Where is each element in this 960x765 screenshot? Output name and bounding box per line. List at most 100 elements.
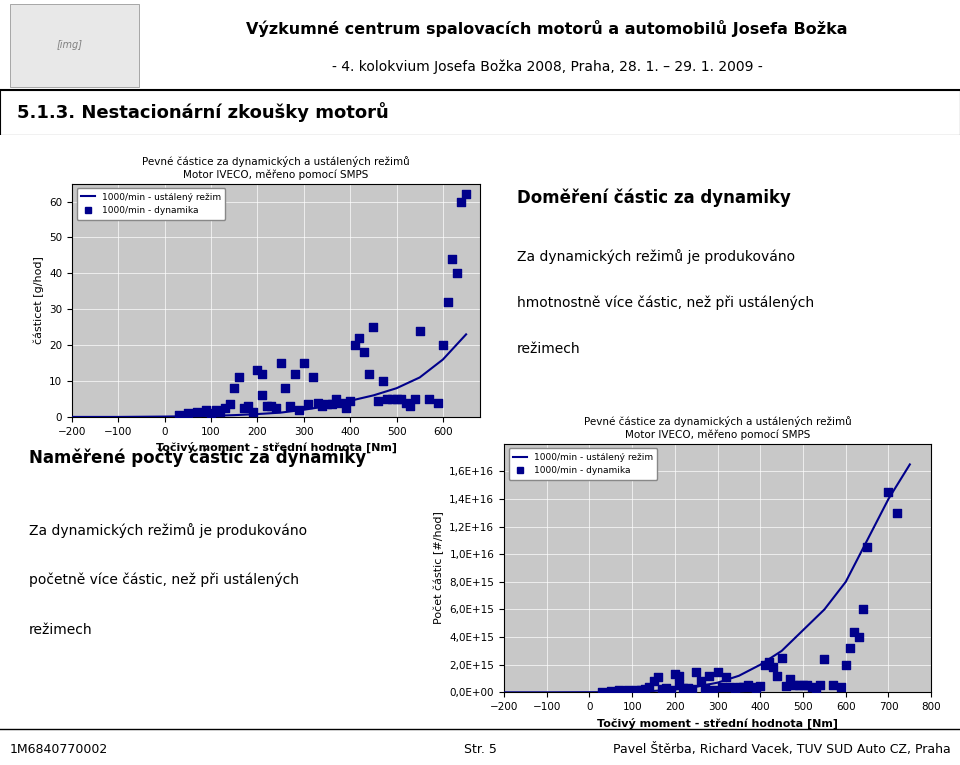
- Point: [834, 681, 850, 693]
- Text: Naměřené počty částic za dynamiky: Naměřené počty částic za dynamiky: [29, 448, 366, 467]
- Point: [646, 675, 661, 688]
- Point: [171, 409, 186, 422]
- Y-axis label: částicet [g/hod]: částicet [g/hod]: [33, 256, 43, 344]
- Point: [180, 407, 196, 419]
- Point: [671, 669, 686, 682]
- Point: [770, 669, 785, 682]
- Point: [688, 666, 704, 678]
- Point: [851, 631, 866, 643]
- Point: [199, 405, 214, 417]
- Point: [702, 669, 717, 682]
- Point: [241, 400, 256, 412]
- Point: [407, 393, 422, 405]
- Text: - 4. kolokvium Josefa Božka 2008, Praha, 28. 1. – 29. 1. 2009 -: - 4. kolokvium Josefa Božka 2008, Praha,…: [332, 60, 762, 74]
- Point: [676, 682, 691, 695]
- Point: [735, 682, 751, 694]
- Text: Pevné částice za dynamických a ustálených režimů: Pevné částice za dynamických a ustálenýc…: [584, 416, 852, 427]
- Text: početně více částic, než při ustálených: početně více částic, než při ustálených: [29, 573, 299, 588]
- Point: [213, 405, 228, 418]
- Point: [612, 684, 627, 696]
- Point: [650, 671, 665, 683]
- Point: [296, 357, 311, 369]
- Point: [594, 685, 610, 698]
- Point: [710, 666, 726, 678]
- Point: [740, 679, 756, 692]
- X-axis label: Točivý moment - střední hodnota [Nm]: Točivý moment - střední hodnota [Nm]: [156, 442, 396, 454]
- Point: [633, 684, 648, 696]
- Point: [723, 681, 738, 693]
- Point: [765, 661, 780, 674]
- Point: [398, 396, 414, 409]
- Point: [449, 267, 465, 279]
- Point: [838, 659, 853, 671]
- Point: [315, 400, 330, 412]
- Point: [305, 371, 321, 383]
- Point: [847, 626, 862, 638]
- Point: [753, 680, 768, 692]
- Point: [310, 396, 325, 409]
- Text: Str. 5: Str. 5: [464, 743, 496, 756]
- Point: [366, 321, 381, 334]
- Point: [254, 368, 270, 380]
- Point: [625, 685, 640, 697]
- Point: [273, 357, 288, 369]
- Point: [412, 324, 427, 337]
- Text: Motor IVECO, měřeno pomocí SMPS: Motor IVECO, měřeno pomocí SMPS: [183, 169, 369, 180]
- Point: [718, 671, 733, 683]
- Point: [254, 389, 270, 402]
- Point: [384, 393, 399, 405]
- Point: [394, 393, 409, 405]
- Legend: 1000/min - ustálený režim, 1000/min - dynamika: 1000/min - ustálený režim, 1000/min - dy…: [509, 448, 658, 480]
- Point: [328, 393, 344, 405]
- Point: [761, 656, 777, 668]
- Point: [379, 393, 395, 405]
- Text: Výzkumné centrum spalovacích motorů a automobilů Josefa Božka: Výzkumné centrum spalovacích motorů a au…: [247, 21, 848, 37]
- Point: [859, 541, 875, 553]
- Point: [774, 652, 789, 664]
- Text: Pavel Štěrba, Richard Vacek, TUV SUD Auto CZ, Praha: Pavel Štěrba, Richard Vacek, TUV SUD Aut…: [612, 743, 950, 756]
- Point: [671, 678, 686, 690]
- Point: [217, 402, 232, 414]
- Point: [282, 400, 298, 412]
- Point: [637, 682, 653, 695]
- Point: [351, 332, 367, 344]
- Point: [320, 399, 335, 411]
- Point: [208, 404, 224, 416]
- Point: [287, 368, 302, 380]
- Y-axis label: Počet částic [#/hod]: Počet částic [#/hod]: [433, 512, 444, 624]
- Point: [268, 402, 284, 414]
- Text: 1M6840770002: 1M6840770002: [10, 743, 108, 756]
- Point: [245, 405, 260, 418]
- Point: [629, 683, 644, 695]
- Point: [779, 680, 794, 692]
- Point: [795, 679, 810, 692]
- Text: Za dynamických režimů je produkováno: Za dynamických režimů je produkováno: [517, 249, 796, 264]
- Point: [227, 382, 242, 394]
- Point: [659, 682, 674, 695]
- Point: [189, 405, 204, 418]
- Point: [787, 679, 803, 692]
- Text: hmotnostně více částic, než při ustálených: hmotnostně více částic, než při ustálený…: [517, 295, 814, 310]
- Point: [782, 672, 798, 685]
- Point: [744, 681, 759, 693]
- Point: [343, 395, 358, 407]
- Point: [620, 684, 636, 696]
- Point: [603, 685, 618, 697]
- Point: [826, 679, 841, 692]
- Text: režimech: režimech: [517, 342, 581, 356]
- Point: [454, 195, 469, 207]
- Text: Doměření částic za dynamiky: Doměření částic za dynamiky: [517, 188, 791, 207]
- Point: [693, 675, 708, 688]
- Point: [881, 486, 897, 498]
- Point: [222, 399, 237, 411]
- Point: [333, 396, 348, 409]
- Point: [889, 506, 904, 519]
- Point: [371, 395, 386, 407]
- Point: [749, 682, 764, 695]
- Point: [231, 371, 247, 383]
- Point: [403, 400, 419, 412]
- Point: [435, 339, 450, 351]
- Point: [459, 188, 474, 200]
- Point: [714, 682, 730, 694]
- Text: Motor IVECO, měřeno pomocí SMPS: Motor IVECO, měřeno pomocí SMPS: [625, 429, 810, 440]
